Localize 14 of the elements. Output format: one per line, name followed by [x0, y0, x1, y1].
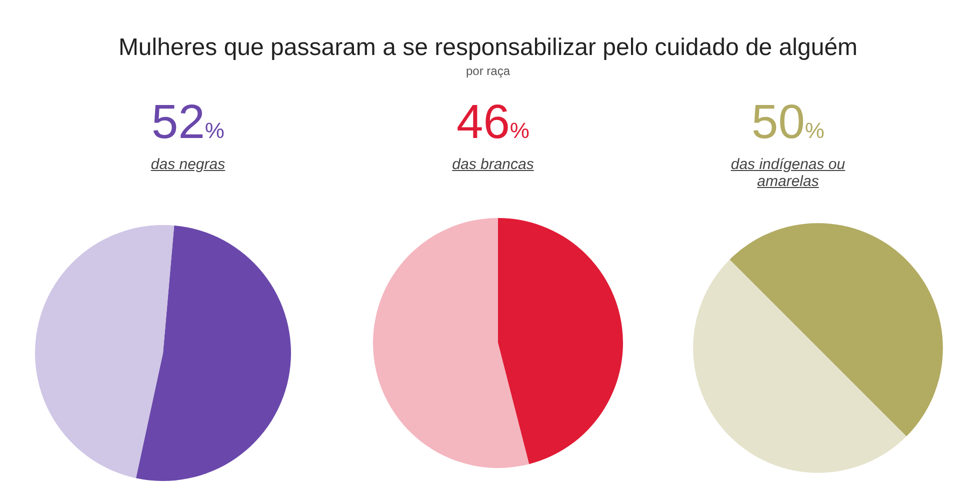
text: Mulheres que passaram a se responsabilizar pelo cuidado de alguém — [118, 34, 858, 61]
pie-slice — [136, 225, 291, 481]
data-label: 50% — [750, 96, 826, 151]
slice-label: das indígenas ou amarelas — [730, 156, 846, 190]
pie-slice — [35, 225, 174, 478]
data-label: 52% — [150, 96, 226, 151]
slice-label: das negras — [150, 156, 226, 173]
chart-subtitle: por raça — [464, 64, 512, 78]
data-label: 46% — [456, 96, 530, 151]
pie-slice — [693, 260, 906, 473]
slice-label: das brancas — [451, 156, 535, 173]
pie-slice — [498, 218, 623, 464]
pie-slice — [730, 223, 943, 436]
pie-slice — [373, 218, 530, 468]
